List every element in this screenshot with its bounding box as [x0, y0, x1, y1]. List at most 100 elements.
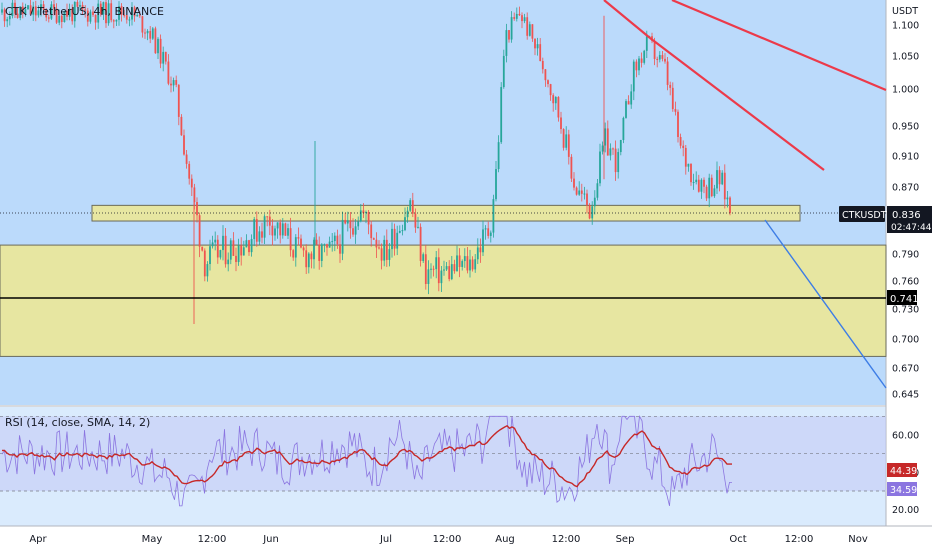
- candle-body: [671, 87, 674, 110]
- candle-body: [599, 151, 601, 184]
- candle-body: [502, 55, 505, 88]
- candle-body: [214, 239, 217, 243]
- candle-body: [227, 259, 230, 265]
- candle-body: [183, 135, 185, 155]
- candle-body: [276, 222, 279, 229]
- candle-body: [645, 36, 648, 51]
- symbol-tag-label: CTKUSDT: [842, 210, 887, 221]
- candle-body: [396, 232, 399, 249]
- candle-body: [157, 38, 159, 54]
- time-tick: 12:00: [198, 534, 227, 545]
- candle-body: [24, 9, 27, 14]
- candle-body: [443, 269, 445, 271]
- candle-body: [674, 109, 677, 112]
- candle-body: [190, 178, 193, 188]
- candle-body: [461, 261, 464, 267]
- candle-body: [445, 266, 448, 270]
- candle-body: [281, 223, 284, 236]
- projection-trendline[interactable]: [764, 219, 887, 389]
- candle-body: [287, 228, 289, 236]
- candle-body: [703, 179, 705, 187]
- rsi-value-tags: 44.39 34.59: [887, 463, 917, 496]
- candle-body: [557, 97, 560, 118]
- candle-body: [422, 254, 425, 261]
- candle-body: [71, 8, 74, 22]
- candle-body: [682, 145, 685, 148]
- candle-body: [458, 255, 461, 267]
- candle-body: [232, 240, 235, 256]
- price-tick: 0.670: [892, 364, 919, 375]
- candle-body: [292, 250, 295, 258]
- price-scale-unit: USDT: [892, 6, 918, 17]
- candles-group: [1, 0, 731, 324]
- candle-body: [476, 247, 479, 260]
- candle-body: [391, 228, 393, 250]
- candle-body: [549, 84, 552, 96]
- candle-body: [466, 256, 469, 271]
- candle-body: [474, 259, 477, 270]
- candle-body: [479, 247, 482, 253]
- resistance-trendline-1[interactable]: [603, 0, 651, 39]
- candle-body: [237, 245, 240, 263]
- candle-body: [162, 51, 165, 64]
- candle-body: [375, 239, 378, 248]
- candle-body: [695, 179, 698, 183]
- candle-body: [53, 4, 55, 9]
- resistance-trendline-3[interactable]: [671, 0, 887, 92]
- candle-body: [435, 257, 438, 270]
- candle-body: [79, 4, 81, 7]
- candle-body: [196, 202, 198, 216]
- candle-body: [310, 253, 313, 260]
- candle-body: [583, 193, 586, 195]
- time-tick: Apr: [29, 534, 47, 545]
- chart-title: CTK / TetherUS, 4h, BINANCE: [5, 5, 164, 18]
- candle-body: [203, 250, 206, 277]
- candle-body: [508, 30, 510, 40]
- time-tick: 12:00: [785, 534, 814, 545]
- candle-body: [406, 210, 409, 218]
- candle-body: [658, 55, 661, 60]
- candle-body: [380, 248, 383, 261]
- price-tag: [887, 206, 932, 233]
- candle-body: [580, 190, 583, 194]
- support-zone-lower[interactable]: [0, 244, 887, 357]
- candle-body: [128, 19, 131, 21]
- candle-body: [515, 13, 518, 19]
- price-scale-background: [886, 0, 932, 526]
- candle-body: [653, 40, 656, 59]
- candle-body: [102, 2, 105, 15]
- candle-body: [388, 249, 391, 260]
- candle-body: [248, 240, 250, 253]
- candle-body: [211, 242, 214, 247]
- candle-body: [274, 228, 276, 236]
- resistance-trendline-2[interactable]: [649, 37, 825, 171]
- candle-body: [362, 210, 365, 214]
- price-tick: 1.000: [892, 85, 919, 96]
- candle-body: [185, 154, 188, 164]
- candle-body: [235, 255, 237, 263]
- candle-body: [469, 259, 471, 271]
- candle-body: [632, 61, 635, 92]
- time-tick: Oct: [729, 534, 746, 545]
- candle-body: [255, 219, 258, 242]
- candle-body: [136, 15, 139, 17]
- candle-body: [463, 256, 466, 262]
- candle-body: [341, 219, 344, 254]
- candle-body: [258, 231, 261, 242]
- candle-body: [333, 235, 336, 242]
- candle-body: [401, 230, 404, 232]
- candle-body: [666, 61, 669, 85]
- candle-body: [198, 215, 201, 247]
- candle-body: [692, 182, 695, 184]
- candle-body: [523, 17, 526, 22]
- candle-body: [294, 237, 297, 258]
- candle-body: [700, 179, 703, 192]
- candle-body: [94, 14, 97, 23]
- candle-body: [177, 84, 180, 117]
- candle-body: [432, 268, 435, 270]
- candle-body: [570, 156, 573, 179]
- price-tick: 0.870: [892, 183, 919, 194]
- candle-body: [331, 241, 334, 243]
